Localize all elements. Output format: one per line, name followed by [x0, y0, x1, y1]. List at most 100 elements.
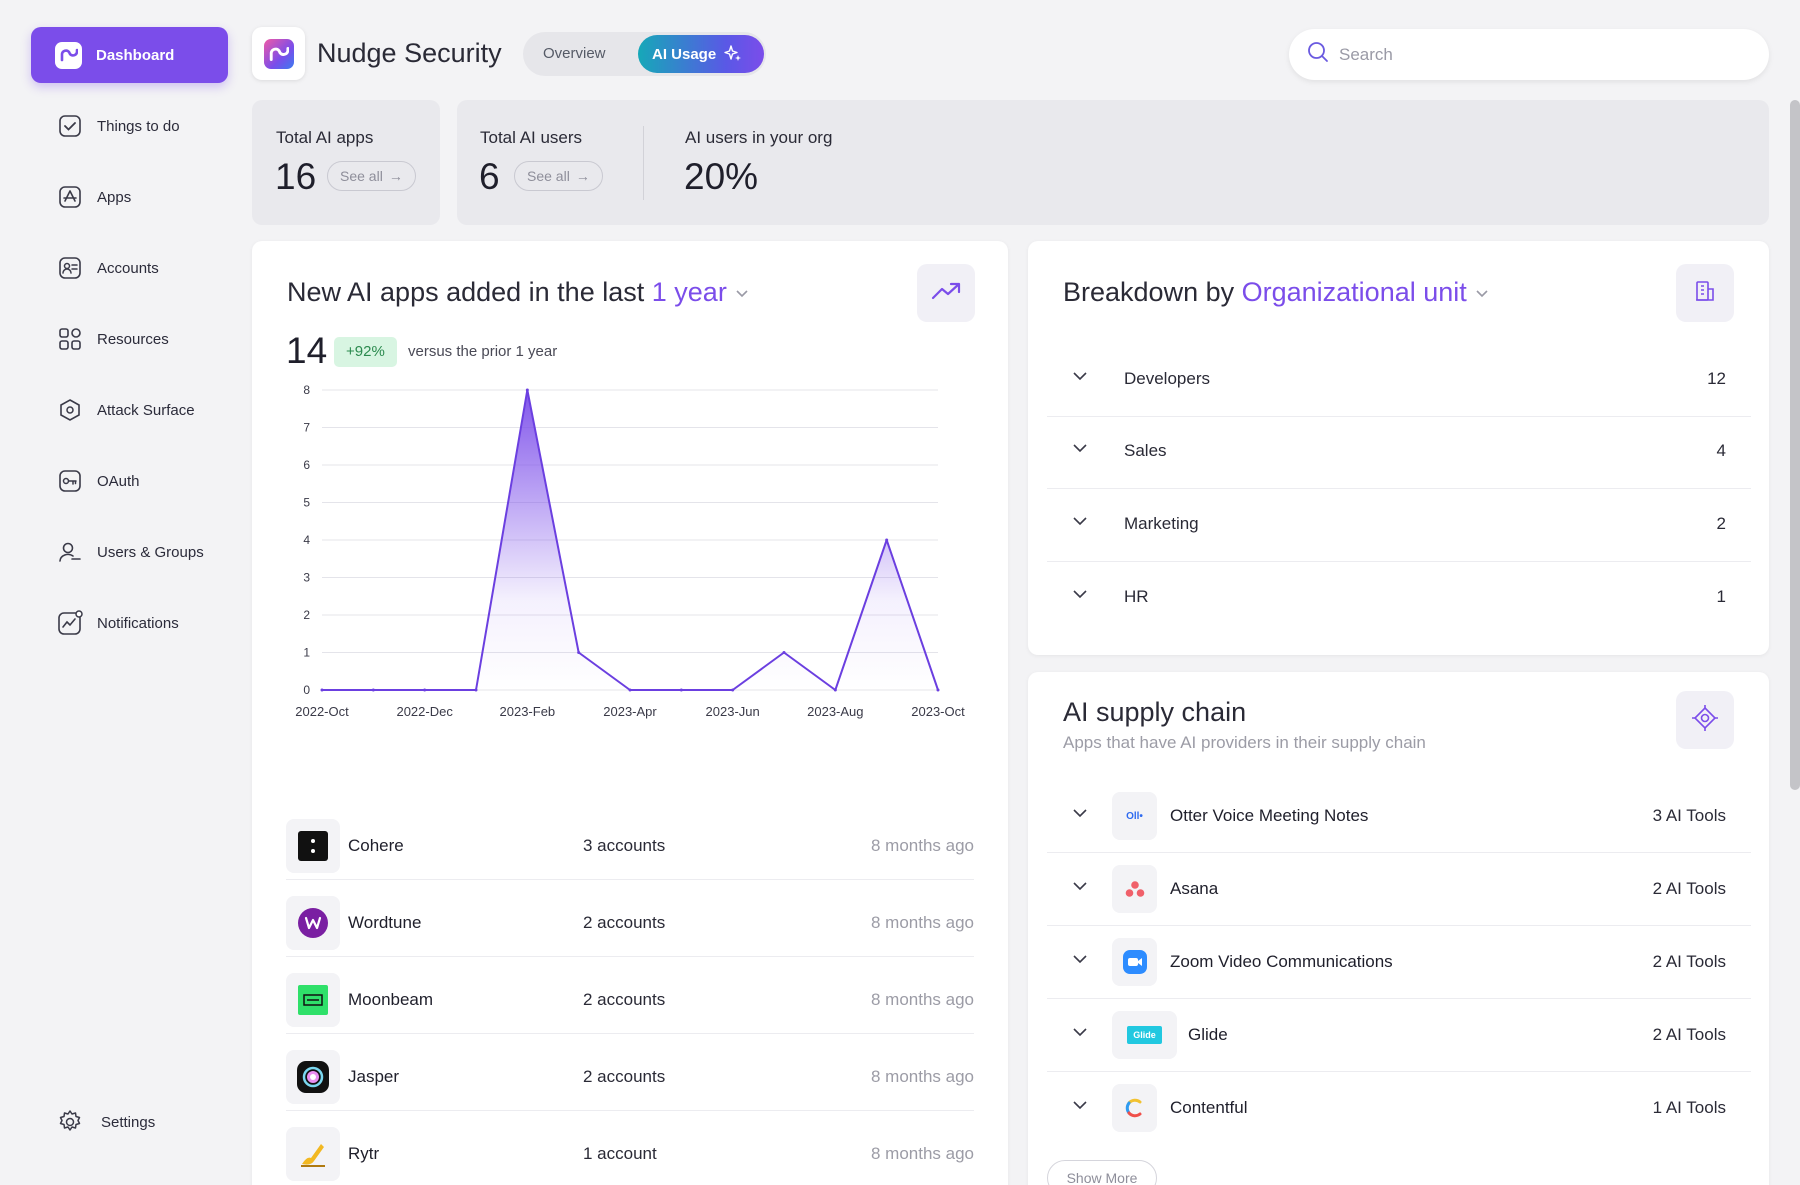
data-point: [885, 538, 889, 542]
sidebar-item-accounts[interactable]: Accounts: [57, 253, 159, 283]
stat-total-ai-apps: Total AI apps 16 See all →: [252, 100, 440, 225]
view-toggle: Overview AI Usage: [523, 32, 766, 76]
see-all-users-button[interactable]: See all →: [514, 161, 603, 191]
grid-icon: [57, 326, 83, 352]
sidebar-item-label: Accounts: [97, 259, 159, 277]
supply-chain-button[interactable]: [1676, 691, 1734, 749]
data-point: [679, 688, 683, 692]
divider: [286, 956, 974, 957]
stat-value: 16: [275, 156, 317, 197]
sidebar-item-things-to-do[interactable]: Things to do: [57, 111, 180, 141]
sidebar-item-attack-surface[interactable]: Attack Surface: [57, 395, 195, 425]
sidebar-item-dashboard[interactable]: Dashboard: [31, 27, 228, 83]
tab-ai-usage[interactable]: AI Usage: [638, 35, 764, 73]
asana-icon: [1112, 865, 1157, 913]
search-bar: [1289, 29, 1769, 80]
app-name: Zoom Video Communications: [1170, 952, 1393, 971]
tab-overview[interactable]: Overview: [543, 45, 606, 62]
x-tick-label: 2023-Oct: [911, 704, 965, 719]
group-by-dropdown[interactable]: Organizational unit: [1242, 277, 1491, 307]
supply-chain-title: AI supply chain: [1063, 697, 1247, 727]
x-tick-label: 2023-Jun: [706, 704, 760, 719]
sidebar-item-settings[interactable]: Settings: [57, 1107, 155, 1137]
list-item[interactable]: Moonbeam 2 accounts 8 months ago: [286, 957, 974, 1034]
data-point: [782, 651, 786, 654]
chevron-down-icon: [734, 277, 750, 307]
stat-users-panel: Total AI users 6 See all → AI users in y…: [457, 100, 1769, 225]
see-all-apps-button[interactable]: See all →: [327, 161, 416, 191]
show-more-button[interactable]: Show More: [1047, 1160, 1157, 1185]
x-tick-label: 2023-Apr: [603, 704, 657, 719]
account-count: 1 account: [583, 1144, 657, 1163]
org-unit-button[interactable]: [1676, 264, 1734, 322]
supply-chain-row[interactable]: Oll• Otter Voice Meeting Notes 3 AI Tool…: [1047, 780, 1751, 853]
series-area: [322, 390, 938, 690]
divider: [286, 879, 974, 880]
data-point: [936, 688, 940, 692]
supply-chain-row[interactable]: Zoom Video Communications 2 AI Tools: [1047, 926, 1751, 999]
org-unit-row[interactable]: Sales 4: [1047, 417, 1751, 489]
building-icon: [1693, 279, 1717, 308]
sidebar-item-resources[interactable]: Resources: [57, 324, 169, 354]
scrollbar[interactable]: [1790, 100, 1800, 790]
new-apps-chart: 0 1 2 3 4 5 6 7 8 2022-Oct 2022-Dec 2023-Feb 2023-Ap…: [295, 383, 965, 719]
supply-chain-row[interactable]: Asana 2 AI Tools: [1047, 853, 1751, 926]
sidebar-item-label: Notifications: [97, 614, 179, 632]
list-item[interactable]: Rytr 1 account 8 months ago: [286, 1111, 974, 1185]
breakdown-title: Breakdown by Organizational unit: [1063, 277, 1490, 308]
y-tick-label: 0: [303, 683, 310, 697]
sidebar-item-notifications[interactable]: Notifications: [57, 608, 179, 638]
new-apps-count: 14: [286, 330, 328, 371]
data-point: [525, 388, 529, 392]
org-unit-row[interactable]: Marketing 2: [1047, 490, 1751, 562]
rytr-icon: [286, 1127, 340, 1181]
chevron-down-icon: [1071, 585, 1089, 608]
supply-chain-row[interactable]: Contentful 1 AI Tools: [1047, 1072, 1751, 1145]
org-unit-row[interactable]: HR 1: [1047, 563, 1751, 635]
sidebar-item-oauth[interactable]: OAuth: [57, 466, 140, 496]
list-item[interactable]: Wordtune 2 accounts 8 months ago: [286, 880, 974, 957]
stat-label: Total AI users: [480, 128, 583, 147]
app-name: Moonbeam: [348, 990, 434, 1009]
app-name: Asana: [1170, 879, 1219, 898]
supply-chain-row[interactable]: Glide Glide 2 AI Tools: [1047, 999, 1751, 1072]
org-unit-name: HR: [1124, 587, 1149, 606]
app-name: Wordtune: [348, 913, 422, 932]
brand-name: Nudge Security: [317, 38, 502, 68]
chevron-down-icon: [1474, 277, 1490, 307]
list-item[interactable]: Cohere 3 accounts 8 months ago: [286, 803, 974, 880]
app-name: Cohere: [348, 836, 404, 855]
title-prefix: Breakdown by: [1063, 277, 1235, 307]
trending-up-icon: [931, 281, 961, 306]
divider: [1047, 998, 1751, 999]
sidebar-item-users-groups[interactable]: Users & Groups: [57, 537, 204, 567]
ai-tools-count: 2 AI Tools: [1652, 952, 1726, 971]
app-name: Contentful: [1170, 1098, 1248, 1117]
sidebar-item-apps[interactable]: Apps: [57, 182, 131, 212]
glide-icon: Glide: [1112, 1011, 1177, 1059]
new-ai-apps-title: New AI apps added in the last 1 year: [287, 277, 750, 308]
added-time: 8 months ago: [870, 913, 974, 932]
org-unit-name: Developers: [1124, 369, 1210, 388]
app-name: Otter Voice Meeting Notes: [1170, 806, 1369, 825]
app-logo[interactable]: [252, 27, 305, 80]
x-tick-label: 2022-Oct: [295, 704, 349, 719]
account-count: 2 accounts: [583, 913, 666, 932]
org-unit-row[interactable]: Developers 12: [1047, 345, 1751, 417]
data-point: [731, 688, 735, 692]
gear-icon: [57, 1109, 83, 1135]
y-tick-label: 4: [303, 533, 310, 547]
sidebar-item-label: Settings: [101, 1113, 156, 1131]
sparkle-icon: [724, 44, 742, 65]
chevron-down-icon: [1071, 877, 1089, 900]
sidebar-item-label: Apps: [97, 188, 132, 206]
wordtune-icon: [286, 896, 340, 950]
list-item[interactable]: Jasper 2 accounts 8 months ago: [286, 1034, 974, 1111]
search-input[interactable]: [1339, 44, 1739, 65]
zoom-icon: [1112, 938, 1157, 986]
org-unit-count: 4: [1716, 441, 1726, 460]
chevron-down-icon: [1071, 512, 1089, 535]
trend-chart-button[interactable]: [917, 264, 975, 322]
period-dropdown[interactable]: 1 year: [652, 277, 751, 307]
contentful-icon: [1112, 1084, 1157, 1132]
